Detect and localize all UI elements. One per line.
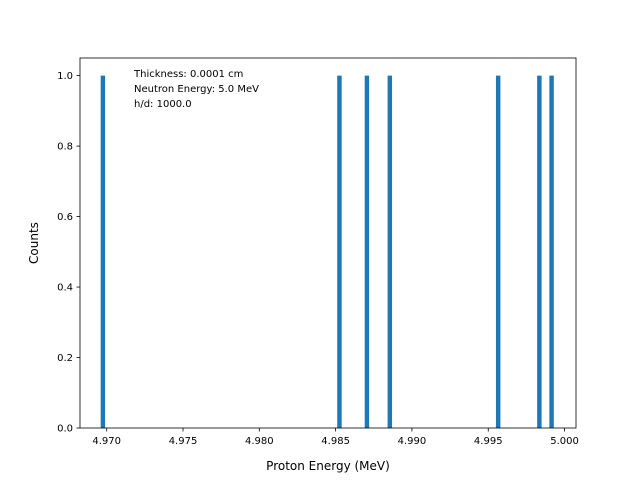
x-ticks-group: 4.970 4.975 4.980 4.985 4.990 4.995 5.000 [92,428,579,447]
y-tick-label-3: 0.6 [57,212,73,223]
bar-1 [337,75,342,429]
y-tick-label-1: 0.2 [57,353,73,364]
x-tick-label-5: 4.995 [474,436,503,447]
bar-3 [387,75,393,429]
bar-2 [364,75,370,429]
annotation-line-neutron-energy: Neutron Energy: 5.0 MeV [134,84,259,95]
y-tick-label-0: 0.0 [57,424,73,435]
x-axis-label: Proton Energy (MeV) [266,459,390,473]
x-tick-label-0: 4.970 [92,436,121,447]
annotation-box: Thickness: 0.0001 cm Neutron Energy: 5.0… [133,69,259,110]
bars-group [100,75,554,429]
x-tick-label-1: 4.975 [169,436,198,447]
x-tick-label-6: 5.000 [550,436,579,447]
bar-5 [537,75,542,429]
annotation-line-hd: h/d: 1000.0 [134,99,192,110]
y-tick-label-4: 0.8 [57,142,73,153]
bar-0 [100,75,106,429]
y-tick-label-2: 0.4 [57,283,73,294]
y-axis-label: Counts [27,222,41,264]
x-tick-label-2: 4.980 [245,436,274,447]
x-tick-label-4: 4.990 [398,436,427,447]
y-tick-label-5: 1.0 [57,71,73,82]
bar-4 [495,75,501,429]
annotation-line-thickness: Thickness: 0.0001 cm [133,69,243,80]
axes-frame [79,57,577,429]
bar-6 [549,75,554,429]
y-ticks-group: 0.0 0.2 0.4 0.6 0.8 1.0 [57,71,80,435]
x-tick-label-3: 4.985 [321,436,350,447]
plot-area [80,58,576,428]
